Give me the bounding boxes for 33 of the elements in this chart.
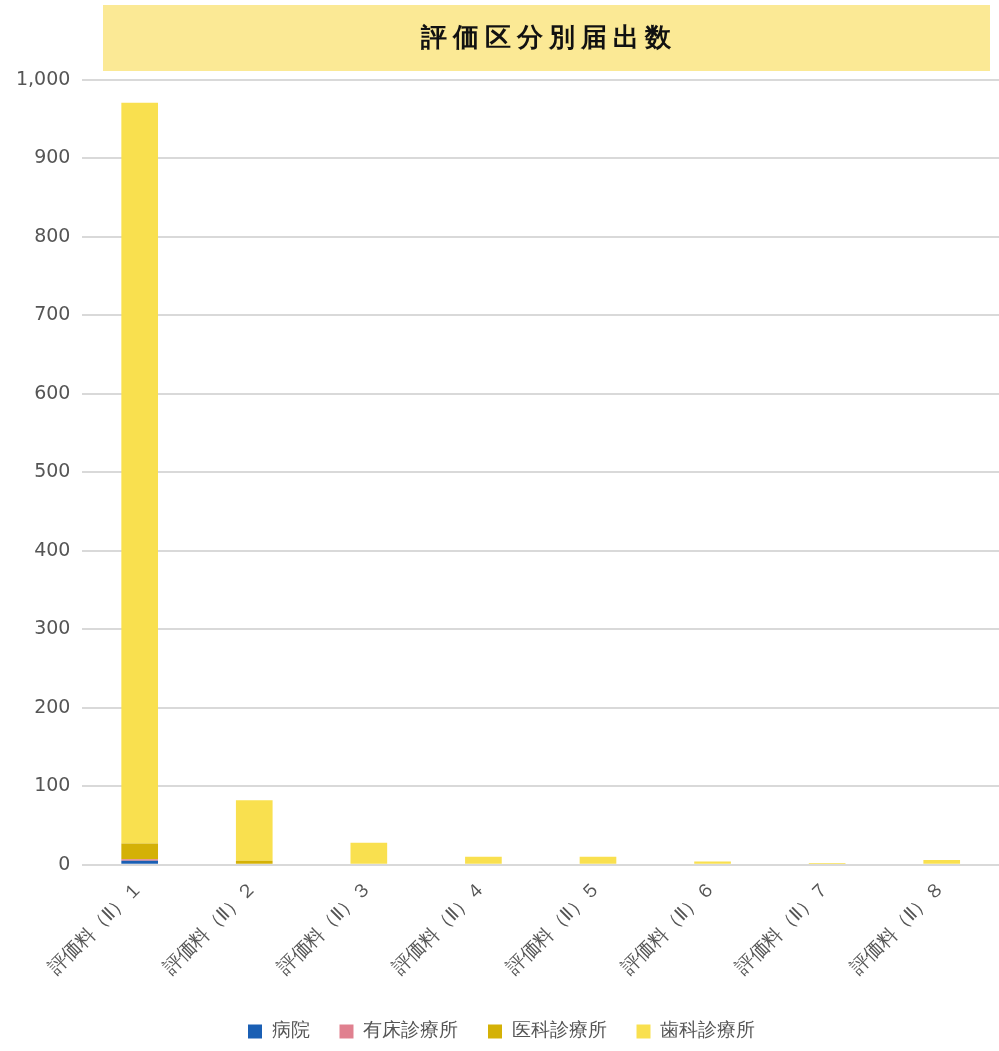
bar	[235, 800, 273, 861]
legend-label: 病院	[271, 1018, 310, 1041]
y-tick-label: 900	[34, 145, 71, 168]
y-tick-label: 700	[34, 302, 71, 325]
y-tick-label: 100	[34, 773, 71, 796]
bar	[923, 859, 961, 864]
x-tick-label: 評価料（Ⅱ）７	[730, 875, 834, 979]
x-tick-label: 評価料（Ⅱ）８	[845, 875, 949, 979]
x-tick-label: 評価料（Ⅱ）２	[157, 875, 261, 979]
x-tick-label: 評価料（Ⅱ）３	[272, 875, 376, 979]
bar	[579, 856, 617, 864]
legend-label: 有床診療所	[363, 1018, 458, 1041]
x-tick-label: 評価料（Ⅱ）４	[386, 875, 490, 979]
x-tick-label: 評価料（Ⅱ）１	[43, 875, 146, 979]
x-tick-label: 評価料（Ⅱ）５	[501, 875, 605, 979]
y-tick-label: 200	[34, 694, 71, 717]
legend-label: 医科診療所	[511, 1018, 607, 1041]
bar	[694, 861, 731, 864]
bar	[350, 842, 388, 864]
chart-title: 評価区分別届出数	[420, 21, 672, 52]
y-tick-label: 400	[34, 537, 71, 560]
x-tick-label: 評価料（Ⅱ）６	[616, 875, 719, 979]
y-tick-label: 300	[34, 616, 71, 639]
bar	[121, 843, 159, 860]
y-tick-label: 1,000	[15, 66, 71, 89]
legend-label: 歯科診療所	[660, 1018, 755, 1041]
y-tick-label: 500	[34, 459, 71, 482]
bar	[235, 860, 273, 864]
bar	[121, 102, 159, 844]
y-tick-label: 0	[58, 851, 71, 874]
bar	[465, 856, 502, 864]
y-tick-label: 600	[34, 380, 71, 403]
y-tick-label: 800	[34, 223, 71, 246]
